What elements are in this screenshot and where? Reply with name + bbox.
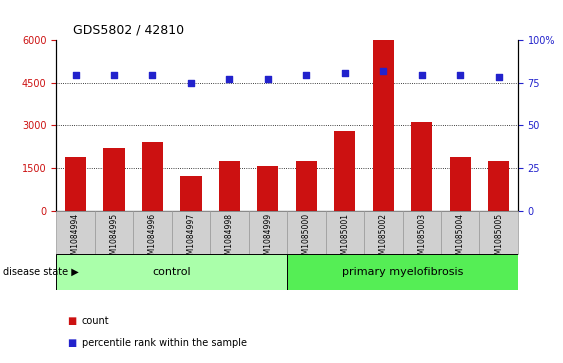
Point bbox=[340, 70, 349, 76]
Bar bbox=[450, 156, 471, 211]
Text: primary myelofibrosis: primary myelofibrosis bbox=[342, 267, 463, 277]
Text: GSM1084998: GSM1084998 bbox=[225, 213, 234, 264]
Text: ■: ■ bbox=[68, 316, 77, 326]
FancyBboxPatch shape bbox=[95, 211, 133, 254]
Point bbox=[225, 76, 234, 82]
FancyBboxPatch shape bbox=[249, 211, 287, 254]
Text: GSM1084996: GSM1084996 bbox=[148, 213, 157, 264]
Text: GSM1084994: GSM1084994 bbox=[71, 213, 80, 264]
Text: GSM1085001: GSM1085001 bbox=[341, 213, 349, 264]
Text: disease state ▶: disease state ▶ bbox=[3, 267, 79, 277]
FancyBboxPatch shape bbox=[287, 211, 325, 254]
Bar bbox=[411, 122, 432, 211]
Bar bbox=[257, 167, 279, 211]
Text: ■: ■ bbox=[68, 338, 77, 348]
FancyBboxPatch shape bbox=[133, 211, 172, 254]
Point bbox=[379, 68, 388, 74]
Text: GDS5802 / 42810: GDS5802 / 42810 bbox=[73, 24, 184, 37]
Text: count: count bbox=[82, 316, 109, 326]
Point bbox=[417, 72, 426, 77]
Point bbox=[71, 72, 80, 78]
FancyBboxPatch shape bbox=[210, 211, 249, 254]
Text: control: control bbox=[153, 267, 191, 277]
Point bbox=[148, 72, 157, 78]
FancyBboxPatch shape bbox=[441, 211, 480, 254]
FancyBboxPatch shape bbox=[56, 211, 95, 254]
Point bbox=[455, 72, 464, 78]
Bar bbox=[142, 142, 163, 211]
Text: GSM1085005: GSM1085005 bbox=[494, 213, 503, 264]
Bar bbox=[296, 161, 317, 211]
Text: GSM1085004: GSM1085004 bbox=[456, 213, 464, 264]
FancyBboxPatch shape bbox=[480, 211, 518, 254]
Text: GSM1084995: GSM1084995 bbox=[110, 213, 118, 264]
Text: GSM1085000: GSM1085000 bbox=[302, 213, 311, 264]
Point bbox=[302, 72, 311, 78]
Bar bbox=[104, 148, 124, 211]
Bar bbox=[180, 176, 202, 211]
FancyBboxPatch shape bbox=[403, 211, 441, 254]
FancyBboxPatch shape bbox=[364, 211, 403, 254]
Text: percentile rank within the sample: percentile rank within the sample bbox=[82, 338, 247, 348]
Bar bbox=[488, 161, 510, 211]
FancyBboxPatch shape bbox=[287, 254, 518, 290]
Bar bbox=[219, 161, 240, 211]
Text: GSM1084999: GSM1084999 bbox=[263, 213, 272, 264]
Bar bbox=[65, 156, 86, 211]
Point bbox=[186, 80, 195, 86]
Text: GSM1085003: GSM1085003 bbox=[417, 213, 426, 264]
FancyBboxPatch shape bbox=[325, 211, 364, 254]
Bar bbox=[334, 131, 355, 211]
Text: GSM1085002: GSM1085002 bbox=[379, 213, 388, 264]
FancyBboxPatch shape bbox=[172, 211, 210, 254]
Text: GSM1084997: GSM1084997 bbox=[186, 213, 195, 264]
Bar bbox=[373, 40, 394, 211]
Point bbox=[494, 74, 503, 80]
FancyBboxPatch shape bbox=[56, 254, 287, 290]
Point bbox=[263, 76, 272, 82]
Point bbox=[109, 72, 118, 78]
